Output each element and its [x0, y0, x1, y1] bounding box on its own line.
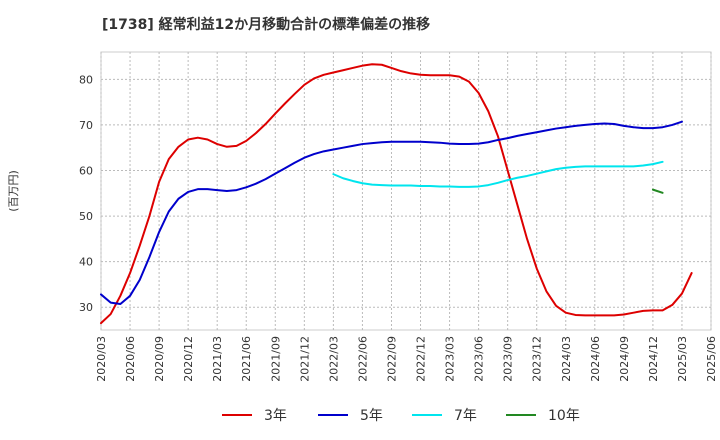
x-tick-label: 2022/09	[385, 336, 398, 382]
series-line-7年	[332, 160, 664, 188]
legend: 3年 5年 7年 10年	[222, 408, 580, 424]
axis-layer: 2020/03 2020/06 2020/09 2020/12 2021/03 2021/…	[7, 73, 718, 381]
grid-layer	[100, 51, 712, 331]
legend-label: 10年	[548, 408, 580, 424]
x-tick-label: 2022/06	[356, 336, 369, 382]
x-tick-label: 2023/03	[444, 336, 457, 382]
y-axis-label: (百万円)	[7, 170, 20, 212]
y-tick-label: 60	[79, 164, 93, 177]
x-tick-label: 2023/06	[473, 336, 486, 382]
x-tick-label: 2024/03	[560, 336, 573, 382]
x-tick-label: 2021/09	[269, 336, 282, 382]
series-layer	[100, 63, 693, 325]
x-tick-label: 2025/06	[705, 336, 718, 382]
x-tick-label: 2021/06	[240, 336, 253, 382]
legend-label: 7年	[454, 408, 477, 424]
x-tick-label: 2025/03	[676, 336, 689, 382]
chart-title: [1738] 経常利益12か月移動合計の標準偏差の推移	[102, 17, 431, 33]
x-tick-label: 2021/12	[298, 336, 311, 382]
x-tick-label: 2024/12	[647, 336, 660, 382]
x-tick-label: 2020/06	[124, 336, 137, 382]
legend-label: 5年	[360, 408, 383, 424]
x-tick-label: 2020/09	[153, 336, 166, 382]
x-tick-label: 2020/03	[95, 336, 108, 382]
x-tick-label: 2024/09	[618, 336, 631, 382]
x-tick-label: 2021/03	[211, 336, 224, 382]
x-tick-label: 2023/09	[502, 336, 515, 382]
x-tick-label: 2022/03	[327, 336, 340, 382]
plot-frame	[100, 51, 712, 331]
series-line-5年	[100, 120, 683, 306]
legend-label: 3年	[264, 408, 287, 424]
y-tick-label: 30	[79, 301, 93, 314]
x-tick-label: 2020/12	[182, 336, 195, 382]
x-tick-label: 2023/12	[531, 336, 544, 382]
y-tick-label: 40	[79, 256, 93, 269]
x-tick-label: 2024/06	[589, 336, 602, 382]
y-tick-label: 70	[79, 119, 93, 132]
series-line-3年	[100, 63, 693, 325]
y-tick-label: 80	[79, 73, 93, 86]
y-tick-label: 50	[79, 210, 93, 223]
series-line-10年	[651, 188, 664, 194]
x-tick-label: 2022/12	[415, 336, 428, 382]
